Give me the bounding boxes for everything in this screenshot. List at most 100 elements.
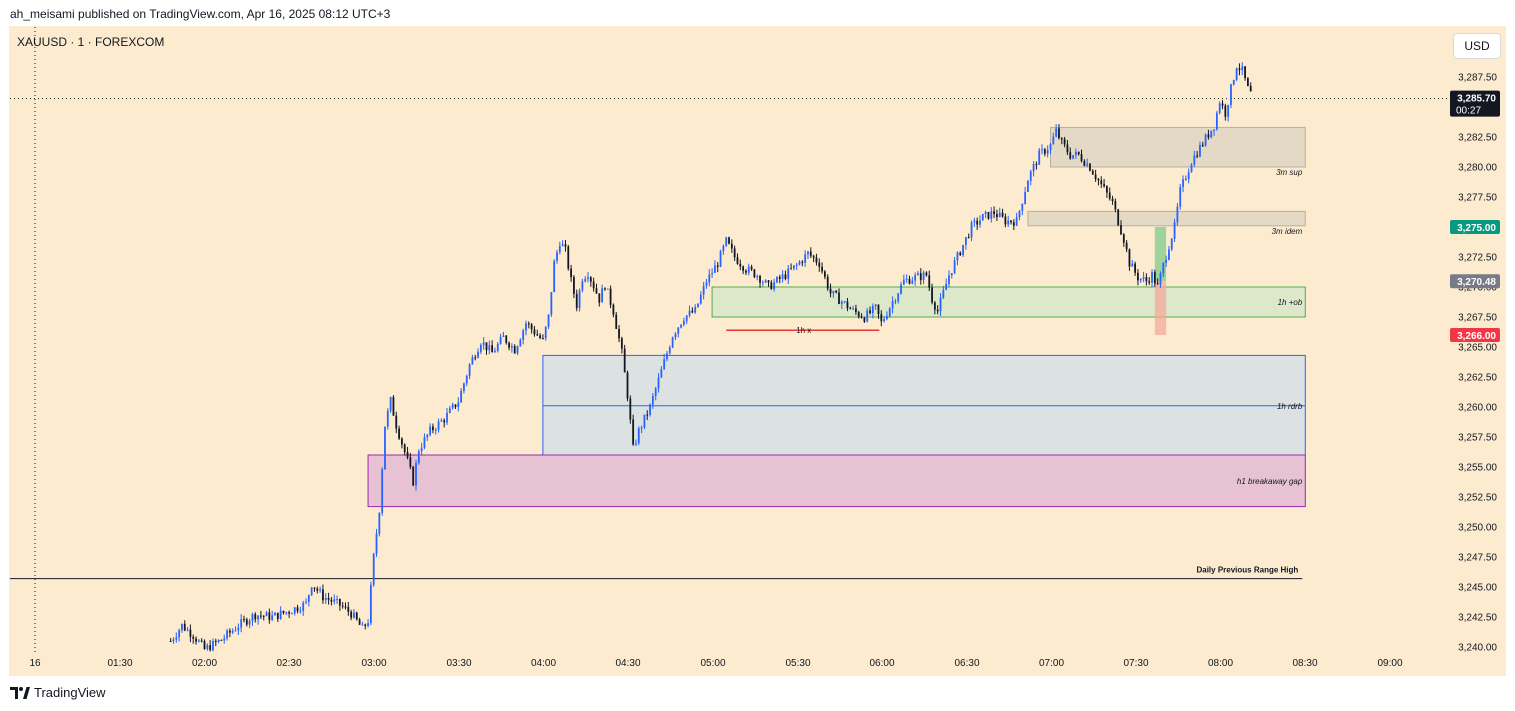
candle-body xyxy=(1244,66,1246,79)
candle-body xyxy=(745,270,747,273)
candle-body xyxy=(172,639,175,642)
candle-body xyxy=(886,316,888,320)
candle-body xyxy=(1004,216,1007,225)
price-tag-countdown-0: 00:27 xyxy=(1456,106,1481,117)
candle-body xyxy=(550,292,553,315)
candle-body xyxy=(931,287,933,303)
candle-body xyxy=(468,364,471,376)
candle-body xyxy=(781,274,784,279)
y-tick-label-8: 3,260.00 xyxy=(1458,403,1497,414)
candle-body xyxy=(403,444,406,453)
candle-body xyxy=(1131,263,1134,267)
candle-body xyxy=(883,319,886,322)
candle-body xyxy=(953,260,956,274)
candle-body xyxy=(877,304,880,315)
candle-body xyxy=(635,443,637,445)
candle-body xyxy=(1173,222,1176,239)
candle-body xyxy=(197,640,200,642)
candle-body xyxy=(1182,179,1184,187)
candle-body xyxy=(533,329,536,335)
candle-body xyxy=(1043,149,1046,154)
candle-body xyxy=(753,269,756,278)
candle-body xyxy=(818,262,821,267)
candle-body xyxy=(784,274,787,279)
x-tick-label-2: 02:00 xyxy=(192,658,217,669)
y-tick-label-6: 3,255.00 xyxy=(1458,463,1497,474)
x-tick-label-13: 07:30 xyxy=(1123,658,1148,669)
candle-body xyxy=(764,280,767,283)
candle-body xyxy=(477,351,479,358)
candle-body xyxy=(248,620,251,625)
candle-body xyxy=(1072,155,1074,159)
candle-body xyxy=(217,639,220,643)
candle-body xyxy=(871,306,874,314)
x-tick-label-6: 04:00 xyxy=(531,658,556,669)
candle-body xyxy=(406,452,409,458)
candle-body xyxy=(1046,150,1049,154)
candle-body xyxy=(970,222,973,238)
candle-body xyxy=(835,290,838,293)
candle-body xyxy=(733,248,736,258)
candle-body xyxy=(513,346,516,354)
candle-body xyxy=(350,611,353,618)
y-tick-label-7: 3,257.50 xyxy=(1458,433,1497,444)
candle-body xyxy=(474,357,477,359)
currency-button[interactable]: USD xyxy=(1453,33,1501,59)
candle-body xyxy=(417,451,420,464)
candle-body xyxy=(1122,234,1125,243)
candle-body xyxy=(905,278,908,280)
candle-body xyxy=(646,414,649,416)
candle-body xyxy=(1187,172,1190,179)
symbol-info[interactable]: XAUUSD · 1 · FOREXCOM xyxy=(17,35,165,49)
candle-body xyxy=(900,284,902,294)
x-tick-label-10: 06:00 xyxy=(869,658,894,669)
candle-body xyxy=(1018,210,1021,218)
candle-body xyxy=(434,429,437,431)
candle-body xyxy=(327,598,330,600)
candle-body xyxy=(685,315,688,321)
candle-body xyxy=(1060,138,1063,140)
candle-body xyxy=(637,428,640,444)
candle-body xyxy=(423,437,426,448)
footer-brand[interactable]: TradingView xyxy=(10,685,106,700)
candle-body xyxy=(860,316,863,318)
candle-body xyxy=(852,308,854,310)
candle-body xyxy=(454,404,457,408)
candle-body xyxy=(812,255,815,258)
candle-body xyxy=(928,275,931,288)
candle-body xyxy=(1080,154,1083,162)
candle-body xyxy=(386,410,389,427)
candle-body xyxy=(773,282,776,290)
candle-body xyxy=(1100,180,1103,185)
candle-body xyxy=(381,469,384,513)
candle-body xyxy=(843,301,846,303)
candle-body xyxy=(1074,151,1077,156)
candle-body xyxy=(747,266,750,273)
candle-body xyxy=(1007,220,1010,225)
candle-body xyxy=(914,275,917,281)
candle-body xyxy=(750,266,753,270)
candle-body xyxy=(620,338,623,349)
candle-body xyxy=(544,326,547,339)
candle-body xyxy=(378,512,381,534)
candle-body xyxy=(911,280,914,284)
level-label-1: 1h x xyxy=(796,326,811,335)
candle-body xyxy=(592,281,595,289)
candle-body xyxy=(739,263,742,267)
candle-body xyxy=(589,277,592,282)
candle-body xyxy=(1156,283,1159,285)
candle-body xyxy=(412,466,415,486)
candle-body xyxy=(307,594,310,602)
y-tick-label-9: 3,262.50 xyxy=(1458,373,1497,384)
candle-body xyxy=(902,279,905,285)
candle-body xyxy=(1151,272,1153,283)
candle-body xyxy=(305,601,307,603)
candle-body xyxy=(880,314,883,322)
candle-body xyxy=(993,211,995,215)
candle-body xyxy=(894,301,897,303)
candle-body xyxy=(849,308,852,310)
candle-body xyxy=(457,402,460,408)
candle-body xyxy=(821,266,823,272)
candle-body xyxy=(338,598,341,606)
